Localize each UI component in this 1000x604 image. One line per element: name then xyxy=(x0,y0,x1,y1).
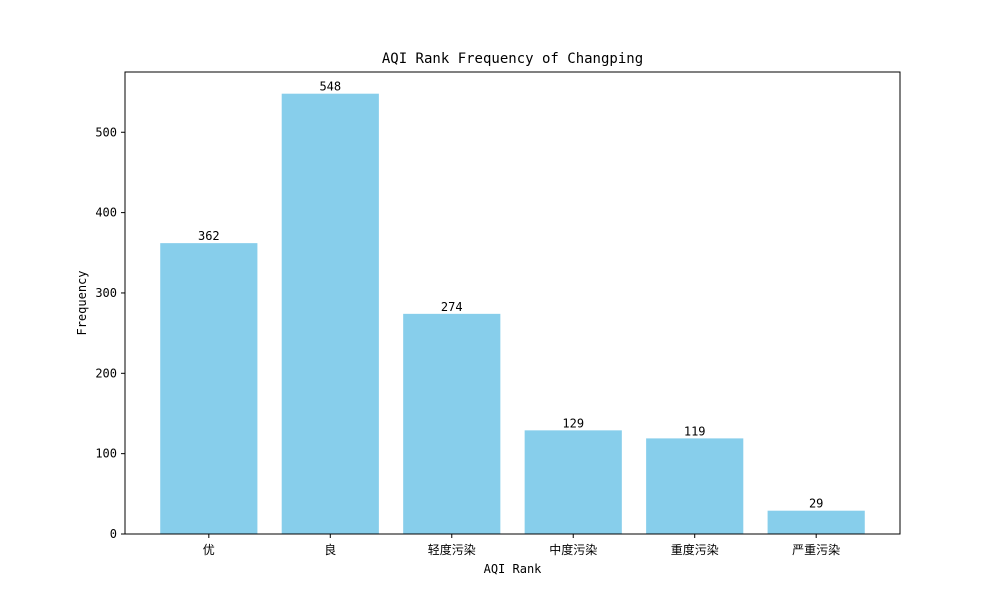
x-tick-label-3: 中度污染 xyxy=(549,542,597,557)
bar-value-label-2: 274 xyxy=(441,300,463,314)
x-tick-label-1: 良 xyxy=(324,542,336,557)
bar-0 xyxy=(160,243,258,534)
y-tick-label-1: 100 xyxy=(95,447,117,461)
bar-3 xyxy=(524,430,622,534)
bar-value-label-3: 129 xyxy=(562,416,584,430)
y-tick-label-5: 500 xyxy=(95,125,117,139)
y-tick-label-3: 300 xyxy=(95,286,117,300)
plot-frame xyxy=(124,71,901,535)
x-axis-label: AQI Rank xyxy=(484,562,543,576)
bar-2 xyxy=(403,313,501,534)
x-axis: 优 良 轻度污染 中度污染 重度污染 严重污染 xyxy=(203,534,840,557)
bar-1 xyxy=(281,93,379,535)
y-tick-label-0: 0 xyxy=(110,527,117,541)
y-tick-label-4: 400 xyxy=(95,206,117,220)
y-tick-label-2: 200 xyxy=(95,366,117,380)
chart-title: AQI Rank Frequency of Changping xyxy=(382,51,643,67)
x-tick-label-4: 重度污染 xyxy=(671,542,719,557)
bars-group xyxy=(160,93,865,535)
bar-value-label-0: 362 xyxy=(198,229,220,243)
bar-value-label-1: 548 xyxy=(319,80,341,94)
y-axis: 0 100 200 300 400 500 xyxy=(95,125,125,541)
x-tick-label-2: 轻度污染 xyxy=(428,542,476,557)
bar-4 xyxy=(646,438,744,534)
bar-value-label-4: 119 xyxy=(684,424,706,438)
bar-value-label-5: 29 xyxy=(809,497,823,511)
data-labels-group: 362 548 274 129 119 29 xyxy=(198,80,823,511)
x-tick-label-5: 严重污染 xyxy=(792,542,840,557)
y-axis-label: Frequency xyxy=(75,270,89,335)
x-tick-label-0: 优 xyxy=(203,543,215,557)
bar-5 xyxy=(767,510,865,534)
